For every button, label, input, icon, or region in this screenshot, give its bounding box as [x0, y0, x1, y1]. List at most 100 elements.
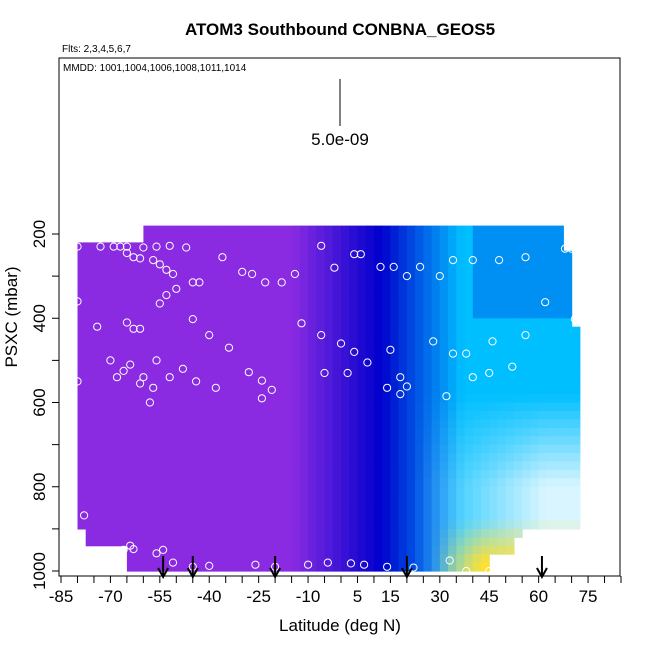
heatmap-cell: [275, 503, 284, 513]
observation-point: [168, 269, 178, 279]
heatmap-cell: [522, 301, 531, 311]
heatmap-cell: [423, 554, 433, 564]
heatmap-cell: [102, 469, 111, 479]
heatmap-cell: [233, 394, 243, 404]
heatmap-cell: [242, 537, 251, 547]
heatmap-cell: [291, 242, 301, 252]
heatmap-cell: [77, 267, 87, 277]
heatmap-cell: [324, 360, 334, 370]
heatmap-cell: [341, 410, 350, 420]
heatmap-cell: [233, 234, 243, 243]
heatmap-cell: [143, 234, 153, 243]
heatmap-cell: [316, 486, 326, 496]
heatmap-cell: [349, 461, 358, 471]
heatmap-cell: [398, 410, 408, 420]
heatmap-cell: [406, 394, 416, 404]
heatmap-cell: [85, 335, 95, 345]
heatmap-cell: [308, 545, 317, 555]
heatmap-cell: [233, 512, 243, 521]
observation-point: [257, 394, 266, 403]
heatmap-cell: [464, 309, 474, 319]
heatmap-cell: [489, 335, 498, 345]
heatmap-cell: [489, 225, 498, 235]
heatmap-cell: [266, 368, 276, 378]
heatmap-cell: [481, 234, 490, 243]
heatmap-cell: [365, 461, 375, 471]
heatmap-cell: [168, 503, 177, 513]
heatmap-cell: [93, 444, 103, 454]
heatmap-cell: [209, 360, 218, 370]
heatmap-cell: [489, 453, 498, 463]
heatmap-cell: [85, 326, 95, 336]
heatmap-cell: [505, 360, 515, 370]
heatmap-cell: [93, 394, 103, 404]
heatmap-cell: [225, 486, 235, 496]
heatmap-cell: [341, 309, 350, 319]
heatmap-cell: [439, 486, 449, 496]
heatmap-cell: [168, 478, 177, 488]
heatmap-cell: [233, 503, 243, 513]
heatmap-cell: [102, 503, 111, 513]
heatmap-cell: [538, 284, 548, 294]
heatmap-cell: [209, 225, 218, 235]
heatmap-cell: [316, 554, 326, 564]
heatmap-cell: [324, 301, 334, 311]
heatmap-cell: [93, 368, 103, 378]
heatmap-cell: [233, 360, 243, 370]
heatmap-cell: [209, 495, 218, 505]
heatmap-cell: [93, 284, 103, 294]
heatmap-cell: [93, 486, 103, 496]
heatmap-cell: [349, 225, 358, 235]
heatmap-cell: [423, 343, 433, 353]
heatmap-cell: [423, 469, 433, 479]
heatmap-cell: [233, 478, 243, 488]
x-tick-label: -70: [98, 587, 123, 606]
heatmap-cell: [324, 436, 334, 446]
heatmap-cell: [563, 512, 573, 521]
heatmap-cell: [324, 537, 334, 547]
heatmap-cell: [250, 512, 260, 521]
heatmap-cell: [151, 444, 161, 454]
heatmap-cell: [398, 318, 408, 328]
heatmap-cell: [93, 385, 103, 395]
heatmap-cell: [530, 486, 540, 496]
heatmap-cell: [324, 385, 334, 395]
heatmap-cell: [481, 351, 490, 361]
heatmap-cell: [102, 528, 111, 538]
heatmap-cell: [439, 427, 449, 437]
heatmap-cell: [472, 520, 482, 530]
heatmap-cell: [184, 250, 194, 260]
heatmap-cell: [225, 427, 235, 437]
heatmap-cell: [168, 368, 177, 378]
heatmap-cell: [283, 394, 293, 404]
heatmap-cell: [332, 259, 342, 269]
heatmap-cell: [209, 469, 218, 479]
heatmap-cell: [291, 293, 301, 302]
heatmap-cell: [472, 267, 482, 277]
heatmap-cell: [93, 259, 103, 269]
heatmap-cell: [242, 234, 251, 243]
heatmap-cell: [489, 469, 498, 479]
heatmap-cell: [266, 444, 276, 454]
heatmap-cell: [85, 469, 95, 479]
heatmap-cell: [423, 318, 433, 328]
heatmap-cell: [201, 427, 210, 437]
heatmap-cell: [357, 309, 367, 319]
heatmap-cell: [93, 520, 103, 530]
heatmap-cell: [522, 512, 531, 521]
heatmap-cell: [192, 301, 202, 311]
heatmap-cell: [456, 478, 466, 488]
heatmap-cell: [159, 267, 169, 277]
x-axis: -85 -70 -55 -40 -25 -10 5 15 30 45 60 75: [49, 576, 622, 606]
heatmap-cell: [118, 419, 128, 429]
heatmap-cell: [538, 495, 548, 505]
heatmap-cell: [546, 520, 556, 530]
heatmap-cell: [110, 301, 120, 311]
heatmap-cell: [291, 537, 301, 547]
heatmap-cell: [201, 461, 210, 471]
heatmap-cell: [497, 461, 507, 471]
heatmap-cell: [530, 520, 540, 530]
heatmap-cell: [513, 234, 523, 243]
heatmap-cell: [538, 419, 548, 429]
heatmap-cell: [332, 335, 342, 345]
